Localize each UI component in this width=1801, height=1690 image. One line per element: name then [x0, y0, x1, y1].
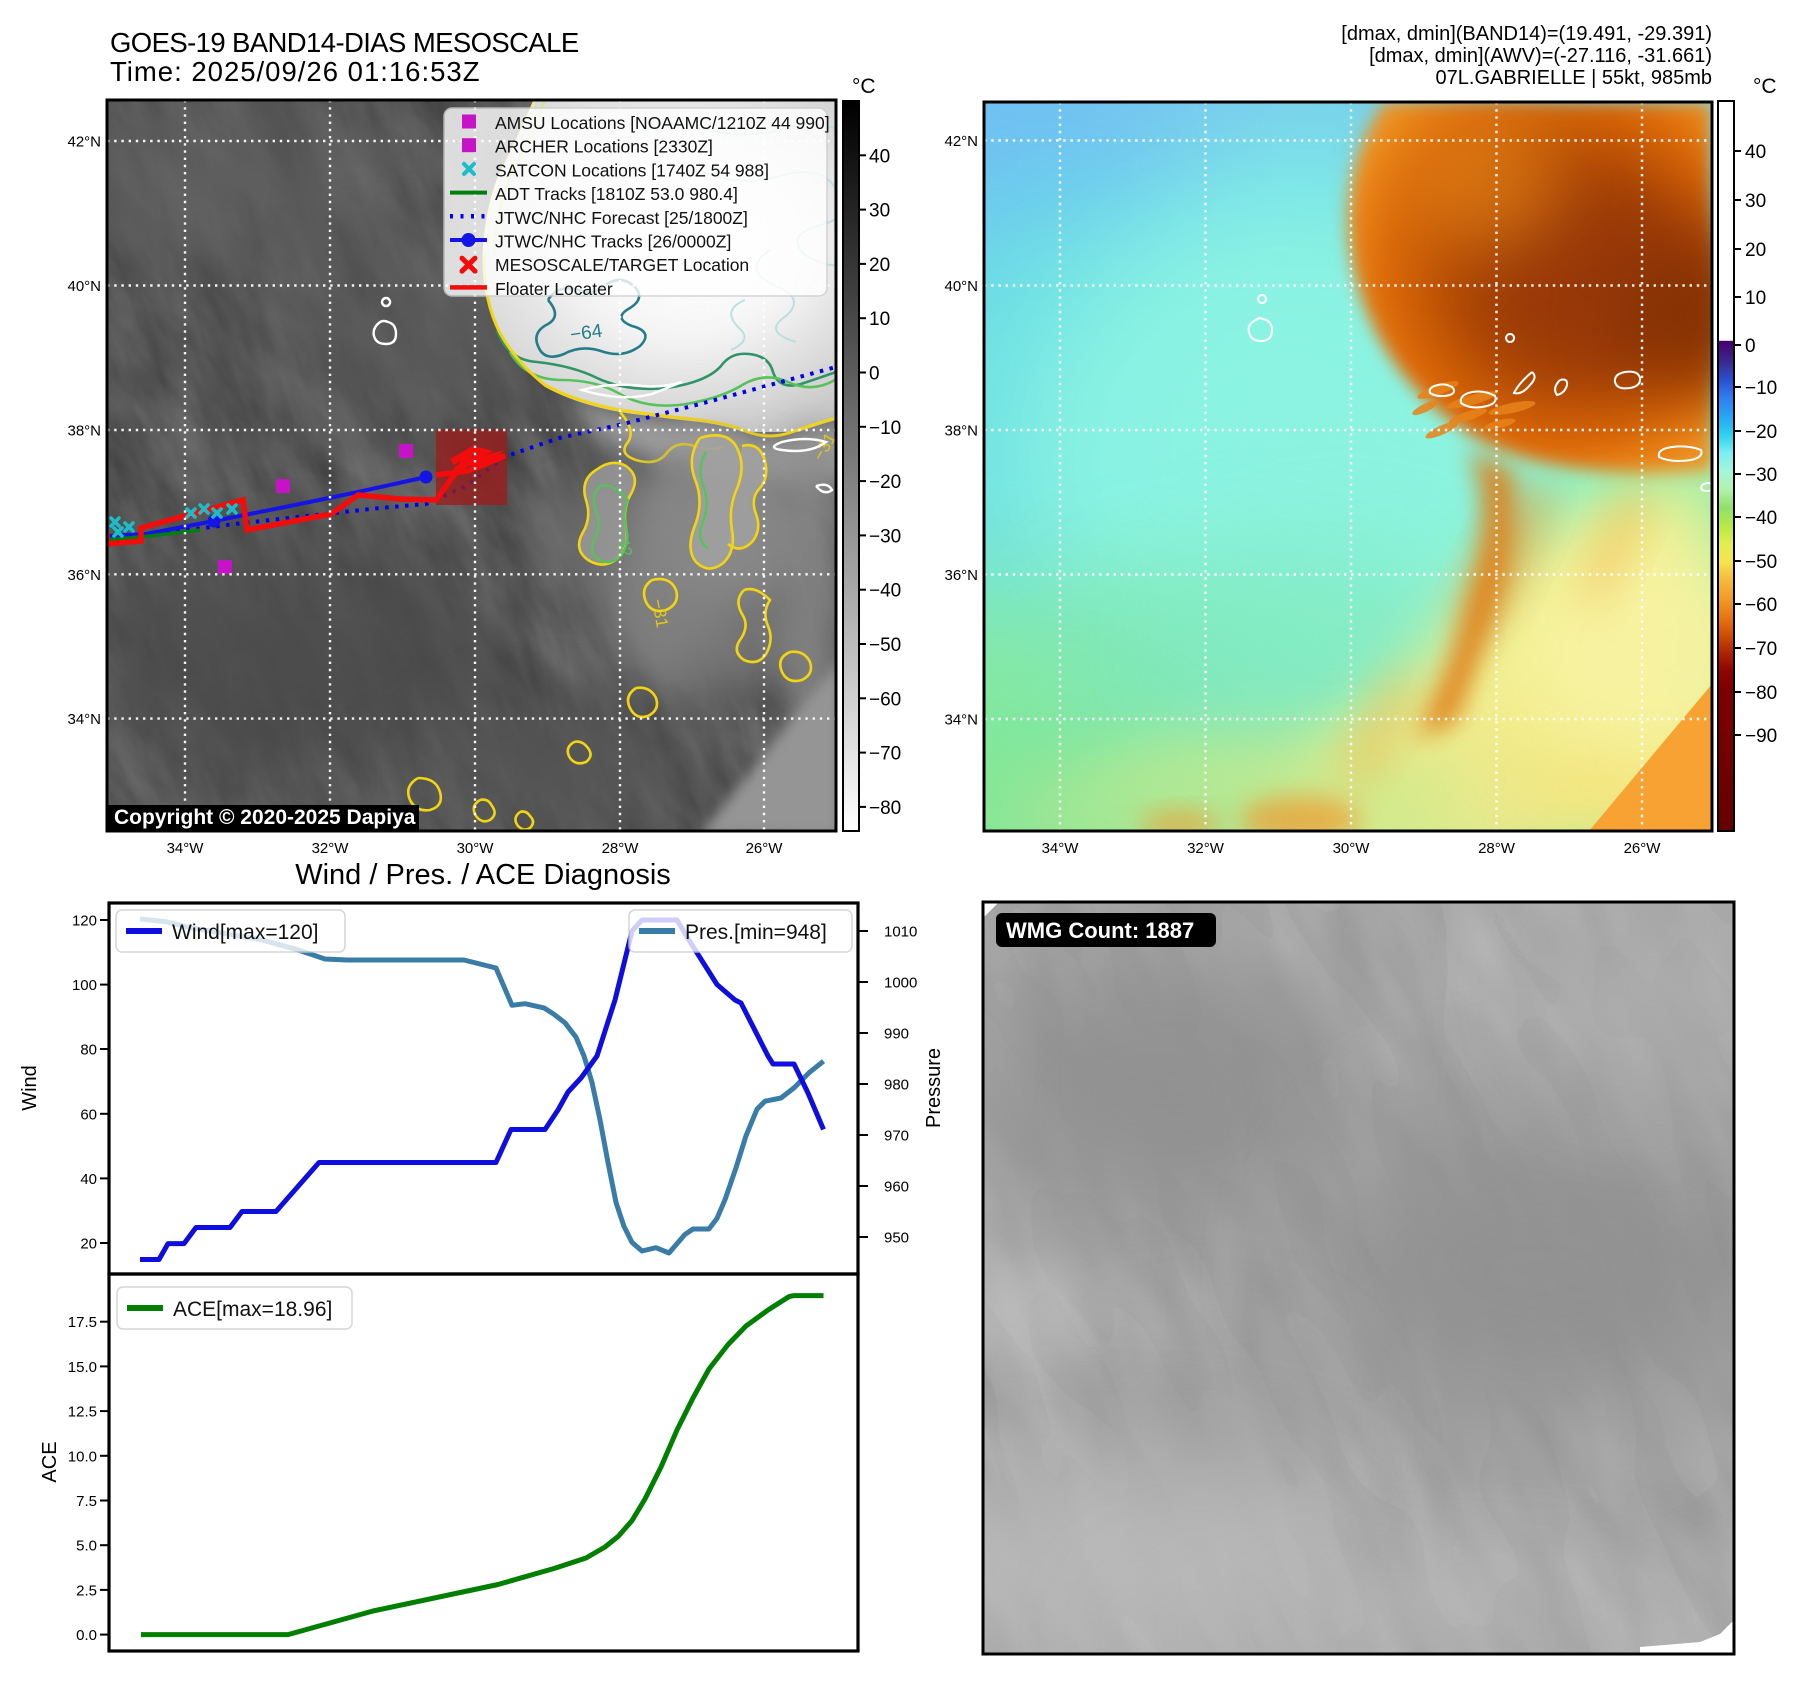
svg-text:−50: −50 [869, 635, 901, 656]
svg-text:15.0: 15.0 [68, 1359, 97, 1376]
svg-text:[dmax, dmin](BAND14)=(19.491,: [dmax, dmin](BAND14)=(19.491, -29.391) [1341, 23, 1712, 45]
svg-text:−50: −50 [1745, 552, 1777, 573]
svg-text:20: 20 [80, 1236, 97, 1253]
svg-text:−90: −90 [1745, 726, 1777, 747]
svg-text:10: 10 [1745, 288, 1766, 309]
svg-text:20: 20 [1745, 240, 1766, 261]
svg-text:−60: −60 [1745, 595, 1777, 616]
svg-text:1010: 1010 [884, 924, 917, 941]
svg-text:−30: −30 [869, 526, 901, 547]
svg-text:−60: −60 [869, 689, 901, 710]
svg-text:ADT Tracks [1810Z 53.0 980.4]: ADT Tracks [1810Z 53.0 980.4] [495, 184, 738, 204]
svg-text:−70: −70 [869, 744, 901, 765]
svg-text:36°N: 36°N [944, 567, 978, 584]
svg-text:7.5: 7.5 [76, 1493, 97, 1510]
svg-text:34°N: 34°N [944, 712, 978, 729]
svg-text:−20: −20 [1745, 422, 1777, 443]
svg-text:960: 960 [884, 1179, 909, 1196]
svg-text:34°N: 34°N [67, 711, 101, 728]
svg-text:Pres.[min=948]: Pres.[min=948] [685, 921, 827, 944]
svg-text:12.5: 12.5 [68, 1404, 97, 1421]
svg-text:AMSU Locations [NOAAMC/1210Z 4: AMSU Locations [NOAAMC/1210Z 44 990] [495, 113, 830, 133]
svg-text:0: 0 [1745, 336, 1756, 357]
svg-text:42°N: 42°N [67, 134, 101, 151]
svg-text:10.0: 10.0 [68, 1448, 97, 1465]
svg-text:ACE: ACE [39, 1441, 61, 1482]
svg-text:WMG Count: 1887: WMG Count: 1887 [1006, 918, 1194, 943]
svg-text:40: 40 [869, 146, 890, 167]
svg-text:38°N: 38°N [67, 423, 101, 440]
svg-text:−30: −30 [1745, 465, 1777, 486]
svg-text:30°W: 30°W [457, 840, 495, 857]
svg-text:80: 80 [80, 1042, 97, 1059]
svg-text:38°N: 38°N [944, 423, 978, 440]
svg-text:GOES-19 BAND14-DIAS MESOSCALE: GOES-19 BAND14-DIAS MESOSCALE [110, 27, 579, 58]
svg-text:42°N: 42°N [944, 133, 978, 150]
svg-text:26°W: 26°W [746, 840, 784, 857]
svg-text:28°W: 28°W [602, 840, 640, 857]
svg-text:950: 950 [884, 1230, 909, 1247]
svg-text:ARCHER Locations [2330Z]: ARCHER Locations [2330Z] [495, 137, 713, 157]
svg-text:MESOSCALE/TARGET Location: MESOSCALE/TARGET Location [495, 255, 749, 275]
svg-text:26°W: 26°W [1624, 840, 1662, 857]
svg-text:JTWC/NHC Tracks [26/0000Z]: JTWC/NHC Tracks [26/0000Z] [495, 232, 731, 252]
svg-text:20: 20 [869, 255, 890, 276]
svg-text:°C: °C [852, 75, 876, 98]
svg-text:−20: −20 [869, 472, 901, 493]
svg-text:−31: −31 [648, 597, 672, 629]
svg-text:28°W: 28°W [1478, 840, 1516, 857]
svg-text:07L.GABRIELLE | 55kt, 985mb: 07L.GABRIELLE | 55kt, 985mb [1436, 67, 1712, 89]
svg-text:−40: −40 [1745, 508, 1777, 529]
svg-text:Time: 2025/09/26 01:16:53Z: Time: 2025/09/26 01:16:53Z [110, 56, 481, 87]
svg-text:10: 10 [869, 309, 890, 330]
svg-text:40°N: 40°N [67, 278, 101, 295]
svg-text:100: 100 [72, 977, 97, 994]
svg-text:Wind / Pres. / ACE Diagnosis: Wind / Pres. / ACE Diagnosis [295, 859, 671, 891]
svg-text:−80: −80 [1745, 683, 1777, 704]
svg-text:34°W: 34°W [1042, 840, 1080, 857]
svg-text:−80: −80 [869, 798, 901, 819]
svg-text:30°W: 30°W [1333, 840, 1371, 857]
svg-text:990: 990 [884, 1026, 909, 1043]
svg-text:−10: −10 [869, 418, 901, 439]
svg-text:32°W: 32°W [312, 840, 350, 857]
svg-text:2.5: 2.5 [76, 1582, 97, 1599]
svg-text:34°W: 34°W [167, 840, 205, 857]
svg-text:980: 980 [884, 1077, 909, 1094]
svg-text:Pressure: Pressure [923, 1048, 945, 1128]
svg-text:30: 30 [1745, 191, 1766, 212]
svg-text:−10: −10 [1745, 378, 1777, 399]
svg-text:40: 40 [80, 1171, 97, 1188]
svg-text:[dmax, dmin](AWV)=(-27.116, -3: [dmax, dmin](AWV)=(-27.116, -31.661) [1369, 45, 1712, 67]
svg-text:−64: −64 [569, 321, 604, 346]
svg-text:°C: °C [1753, 75, 1777, 98]
svg-text:Floater Locater: Floater Locater [495, 279, 613, 299]
svg-text:970: 970 [884, 1128, 909, 1145]
svg-text:17.5: 17.5 [68, 1314, 97, 1331]
svg-text:60: 60 [80, 1106, 97, 1123]
svg-text:5.0: 5.0 [76, 1538, 97, 1555]
svg-text:120: 120 [72, 913, 97, 930]
svg-text:SATCON Locations [1740Z 54 988: SATCON Locations [1740Z 54 988] [495, 160, 769, 180]
svg-text:40°N: 40°N [944, 278, 978, 295]
svg-text:32°W: 32°W [1187, 840, 1225, 857]
svg-text:Wind[max=120]: Wind[max=120] [172, 921, 319, 944]
svg-text:ACE[max=18.96]: ACE[max=18.96] [173, 1298, 332, 1321]
svg-text:40: 40 [1745, 142, 1766, 163]
svg-text:Copyright © 2020-2025 Dapiya: Copyright © 2020-2025 Dapiya [114, 806, 416, 829]
svg-text:Wind: Wind [19, 1065, 41, 1111]
svg-text:36°N: 36°N [67, 567, 101, 584]
svg-text:1000: 1000 [884, 975, 917, 992]
svg-text:0: 0 [869, 364, 880, 385]
svg-text:−40: −40 [869, 581, 901, 602]
svg-text:JTWC/NHC Forecast [25/1800Z]: JTWC/NHC Forecast [25/1800Z] [495, 208, 748, 228]
svg-text:−70: −70 [1745, 639, 1777, 660]
svg-text:0.0: 0.0 [76, 1627, 97, 1644]
svg-text:30: 30 [869, 201, 890, 222]
